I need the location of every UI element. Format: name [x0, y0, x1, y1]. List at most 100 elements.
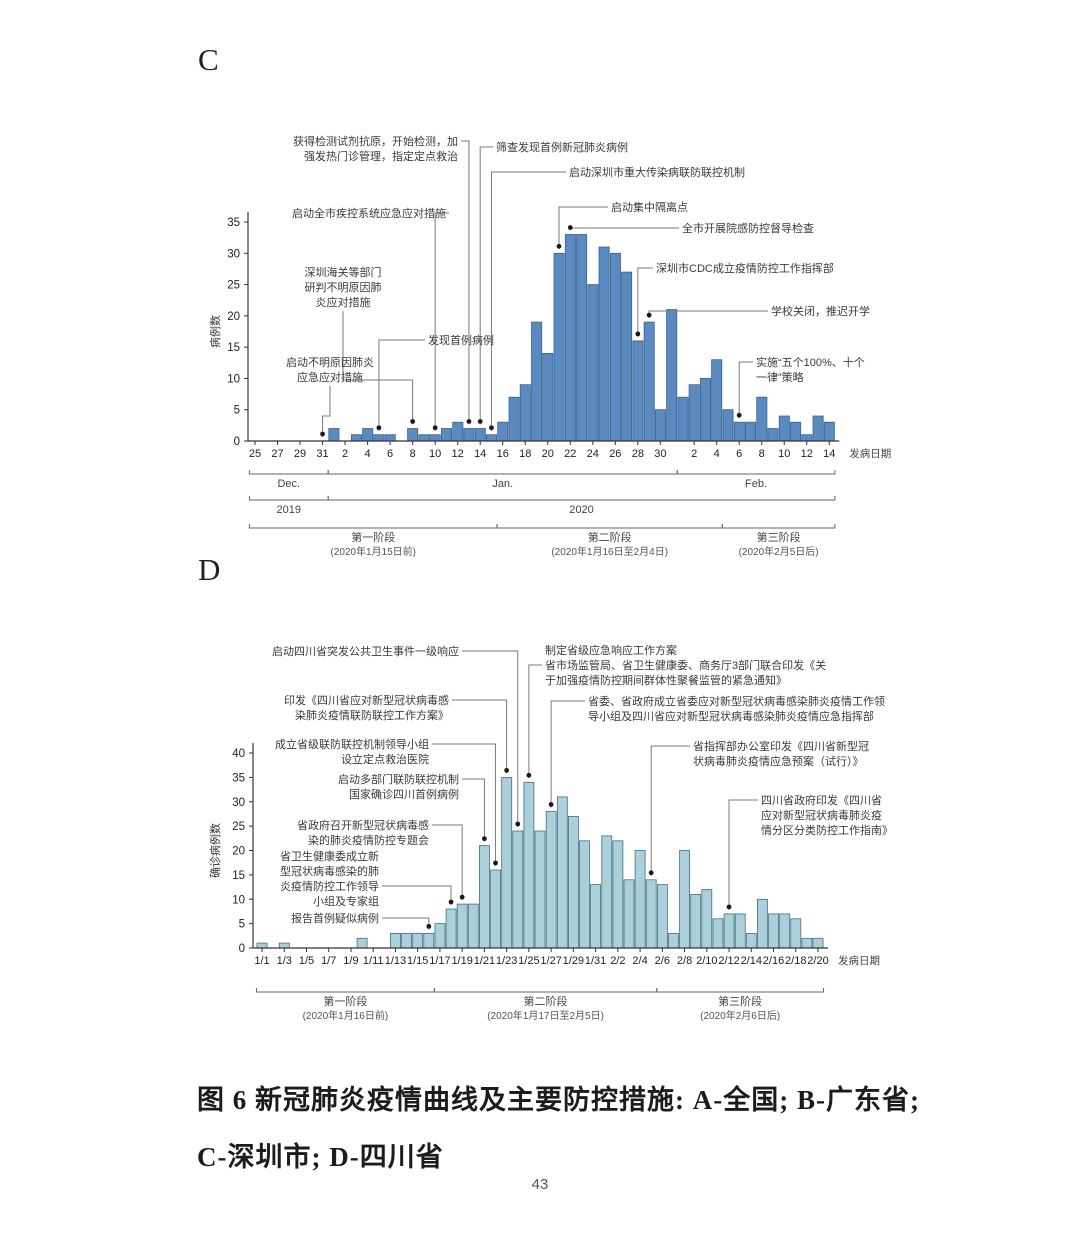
bar — [356, 937, 368, 949]
annotation-dot — [432, 425, 438, 431]
annotation-dot — [477, 419, 483, 424]
annotation-dot — [493, 860, 498, 866]
bar — [501, 777, 513, 949]
annotation-text: 启动集中隔离点 — [611, 200, 688, 214]
y-tick-label: 0 — [234, 436, 240, 448]
bar — [812, 415, 824, 442]
annotation-text: 一律”策略 — [756, 370, 804, 384]
y-tick-label: 10 — [227, 373, 240, 385]
annotation-text: 炎疫情防控工作领导 — [280, 879, 379, 893]
bar — [545, 811, 557, 949]
annotation-text: 小组及专家组 — [313, 894, 379, 908]
bar — [401, 933, 413, 949]
bracket-label: Feb. — [745, 478, 767, 490]
x-tick-label: 1/29 — [563, 955, 584, 967]
x-tick-label: 1/5 — [299, 955, 314, 967]
bar — [423, 933, 435, 949]
bracket-label: 第三阶段 — [757, 530, 801, 544]
x-tick-label: 24 — [587, 448, 599, 460]
bar — [609, 252, 621, 442]
annotation-dot — [635, 331, 641, 337]
annotation-text: 印发《四川省应对新型冠状病毒感 — [284, 693, 449, 707]
x-tick-label: 1/1 — [254, 955, 269, 967]
annotation-text: 启动不明原因肺炎 — [286, 356, 374, 369]
x-tick-label: 10 — [778, 448, 790, 460]
bar — [456, 903, 468, 949]
bar — [598, 246, 610, 442]
bracket — [676, 470, 836, 475]
bracket-label: 第一阶段 — [351, 530, 395, 544]
caption-line-1: 图 6 新冠肺炎疫情曲线及主要防控措施: A-全国; B-广东省; — [197, 1085, 920, 1115]
annotation-connector — [479, 146, 493, 425]
bar — [701, 889, 713, 949]
bar — [474, 428, 486, 442]
x-tick-label: 1/15 — [407, 955, 428, 967]
annotation-text: 染的肺炎疫情防控专题会 — [308, 833, 429, 847]
x-tick-label: 8 — [410, 448, 416, 460]
x-tick-label: 2/4 — [632, 955, 647, 967]
bar — [512, 830, 524, 949]
annotation-dot — [426, 923, 432, 929]
x-tick-label: 4 — [714, 448, 720, 460]
bar — [679, 850, 690, 949]
bar — [643, 321, 655, 442]
annotation-text: 于加强疫情防控期间群体性聚餐监管的紧急通知》 — [545, 673, 787, 687]
x-tick-label: 2/2 — [610, 955, 625, 967]
x-tick-label: 1/19 — [451, 955, 472, 967]
annotation-connector — [462, 778, 485, 842]
x-tick-label: 1/27 — [540, 955, 561, 967]
annotation-dot — [466, 419, 472, 424]
bar — [407, 428, 419, 442]
y-tick-label: 20 — [232, 846, 245, 858]
bracket-sub-label: (2020年1月15日前) — [330, 545, 416, 558]
bar — [778, 415, 790, 442]
bar — [733, 421, 745, 442]
bracket-sub-label: (2020年1月16日至2月4日) — [551, 545, 668, 558]
x-tick-label: 2/8 — [677, 955, 692, 967]
annotation-connector — [322, 386, 331, 437]
annotation-connector — [432, 743, 497, 866]
annotation-dot — [567, 225, 573, 230]
annotation-text: 筛查发现首例新冠肺炎病例 — [496, 140, 628, 154]
x-tick-label: 22 — [564, 448, 576, 460]
x-tick-label: 27 — [271, 448, 283, 460]
bracket — [248, 470, 329, 475]
x-tick-label: 26 — [609, 448, 621, 460]
bracket-sub-label: (2020年1月17日至2月5日) — [487, 1009, 604, 1022]
annotation-connector — [434, 212, 449, 431]
bar — [790, 421, 802, 442]
annotation-text: 设立定点救治医院 — [341, 752, 429, 766]
annotation-text: 获得检测试剂抗原，开始检测，加 — [293, 134, 458, 148]
bar — [601, 835, 613, 949]
annotation-dot — [646, 312, 652, 318]
bracket-label: Jan. — [492, 478, 513, 490]
bar — [645, 879, 657, 949]
annotation-connector — [342, 311, 414, 425]
x-tick-label: 31 — [316, 448, 328, 460]
annotation-dot — [448, 899, 454, 905]
x-tick-label: 20 — [542, 448, 554, 460]
annotation-dot — [526, 772, 532, 778]
y-axis-label: 病例数 — [208, 315, 222, 348]
x-tick-label: 2/16 — [763, 955, 784, 967]
y-tick-label: 15 — [227, 342, 240, 354]
x-tick-label: 30 — [654, 448, 666, 460]
bar — [768, 913, 779, 949]
y-tick-label: 25 — [227, 280, 240, 292]
bar — [690, 894, 702, 949]
x-tick-label: 16 — [497, 448, 509, 460]
bracket-sub-label: (2020年2月5日后) — [739, 545, 819, 558]
bar — [756, 396, 768, 442]
chart-d: 0 5 10 15 20 25 30 35 40 确诊病例数 1/1 1/3 1/5 1/7 1/9 1/11… — [208, 643, 893, 1022]
bar — [621, 271, 633, 442]
bar — [485, 434, 497, 442]
axes-c — [247, 212, 840, 442]
x-tick-label: 6 — [387, 448, 393, 460]
annotation-text: 发现首例病例 — [428, 333, 494, 347]
bar — [801, 434, 813, 442]
annotation-text: 应急应对措施 — [297, 370, 363, 384]
bar — [556, 796, 568, 949]
y-tick-label: 10 — [232, 894, 245, 906]
annotation-connector — [738, 361, 753, 419]
